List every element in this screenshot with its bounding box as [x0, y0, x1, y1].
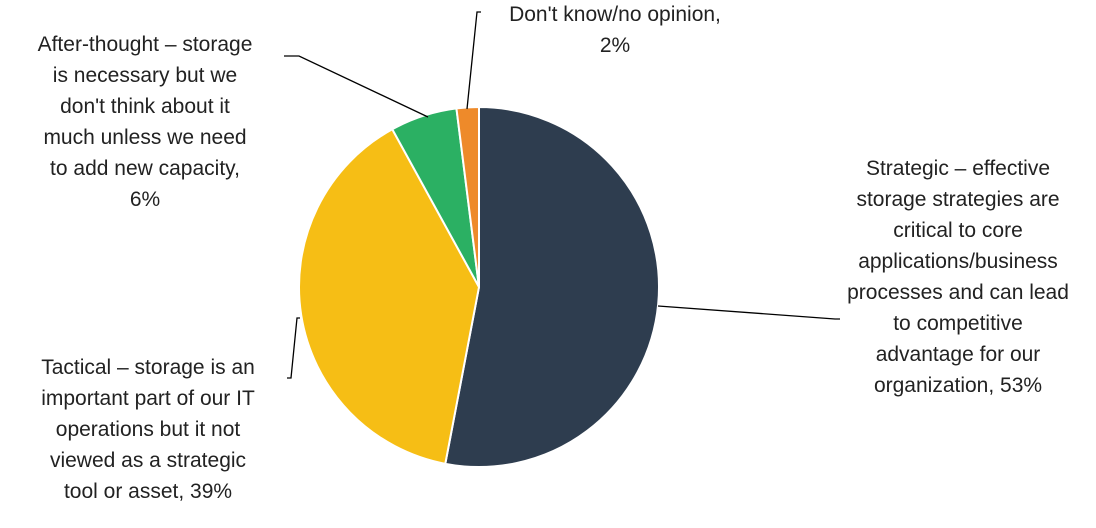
leader-line-3	[466, 11, 481, 110]
data-label-line: Tactical – storage is an	[41, 356, 255, 379]
data-label-line: advantage for our	[876, 343, 1041, 366]
pie-slice-0	[444, 105, 660, 468]
pie-slice-1	[298, 127, 481, 465]
data-label-line: critical to core	[893, 219, 1023, 242]
data-label-line: Strategic – effective	[866, 157, 1050, 180]
data-label-line: much unless we need	[43, 126, 246, 149]
data-label-line: Don't know/no opinion,	[509, 3, 721, 26]
data-label-line: organization, 53%	[874, 374, 1042, 397]
data-label-line: operations but it not	[56, 418, 241, 441]
leader-line-2	[284, 55, 429, 118]
data-labels: Strategic – effective storage strategies …	[38, 3, 1069, 503]
data-label-line: 6%	[130, 188, 160, 211]
data-label-3: Don't know/no opinion, 2%	[509, 3, 721, 57]
leader-line-1	[287, 317, 300, 379]
data-label-line: After-thought – storage	[38, 33, 253, 56]
data-label-line: tool or asset, 39%	[64, 480, 232, 503]
leader-lines	[284, 11, 840, 379]
data-label-line: to competitive	[893, 312, 1023, 335]
pie-slices	[298, 105, 660, 468]
data-label-line: applications/business	[858, 250, 1058, 273]
data-label-0: Strategic – effective storage strategies …	[847, 157, 1069, 397]
data-label-line: storage strategies are	[856, 188, 1059, 211]
data-label-line: viewed as a strategic	[50, 449, 246, 472]
data-label-2: After-thought – storage is necessary but …	[38, 33, 253, 211]
leader-line-0	[657, 305, 840, 320]
data-label-line: important part of our IT	[41, 387, 255, 410]
data-label-1: Tactical – storage is an important part o…	[41, 356, 255, 503]
data-label-line: 2%	[600, 34, 630, 57]
data-label-line: processes and can lead	[847, 281, 1069, 304]
data-label-line: don't think about it	[60, 95, 230, 118]
data-label-line: to add new capacity,	[50, 157, 240, 180]
data-label-line: is necessary but we	[53, 64, 237, 87]
